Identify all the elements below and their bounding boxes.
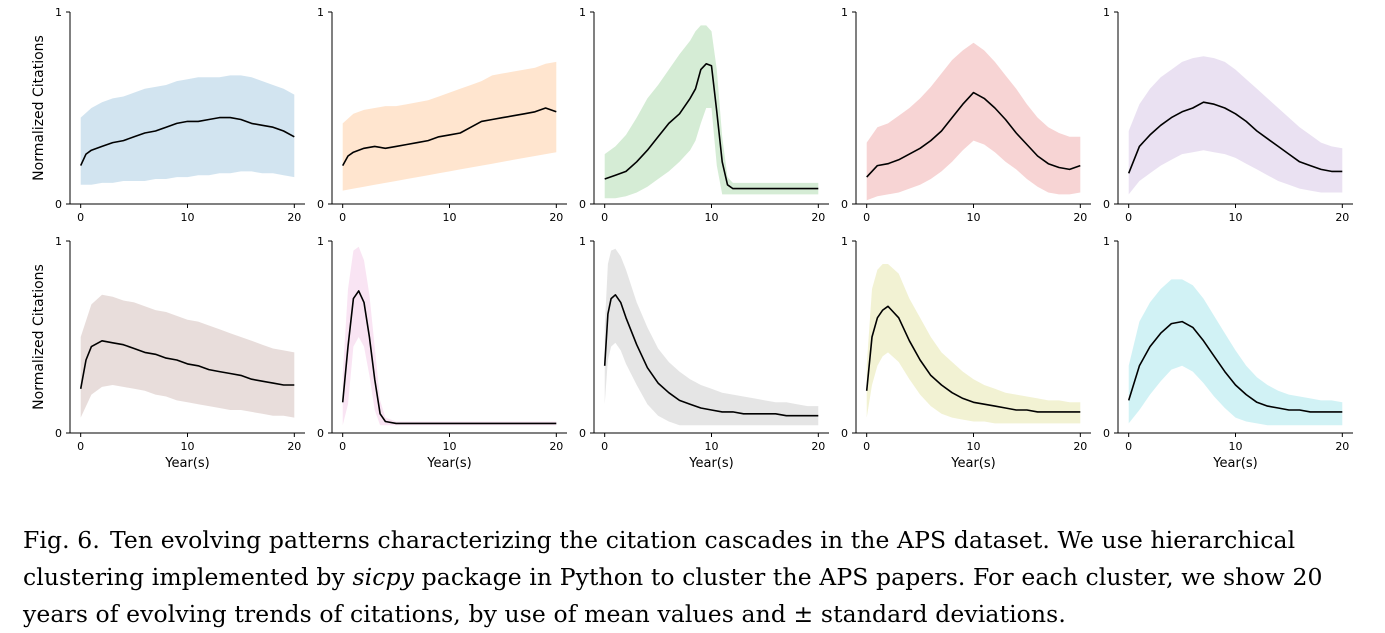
y-tick-label: 1 xyxy=(579,6,586,19)
figure-caption: Fig. 6. Ten evolving patterns characteriz… xyxy=(23,522,1368,633)
y-tick-label: 1 xyxy=(1103,6,1110,19)
x-axis-label: Year(s) xyxy=(1212,456,1257,471)
mean-line xyxy=(341,107,557,166)
y-tick-label: 0 xyxy=(55,427,62,440)
x-tick-label: 20 xyxy=(1073,211,1087,224)
chart-panel-10: 0 10 20 0 1 Year(s) xyxy=(1103,235,1353,471)
std-band xyxy=(866,264,1081,424)
figure-label: Fig. 6. xyxy=(23,526,100,554)
x-tick-label: 10 xyxy=(967,440,981,453)
y-tick-label: 1 xyxy=(579,235,586,248)
y-tick-label: 1 xyxy=(1103,235,1110,248)
x-tick-label: 20 xyxy=(811,211,825,224)
std-band xyxy=(604,248,819,426)
x-tick-label: 0 xyxy=(601,211,608,224)
mean-line xyxy=(866,91,1081,178)
std-band xyxy=(604,25,819,199)
chart-panel-4: 0 10 20 0 1 xyxy=(841,6,1091,224)
x-tick-label: 20 xyxy=(287,440,301,453)
y-tick-label: 1 xyxy=(55,235,62,248)
y-tick-label: 1 xyxy=(317,235,324,248)
std-band xyxy=(1128,56,1343,195)
chart-panel-2: 0 10 20 0 1 xyxy=(317,6,567,224)
y-tick-label: 1 xyxy=(317,6,324,19)
y-tick-label: 0 xyxy=(579,427,586,440)
x-tick-label: 0 xyxy=(77,440,84,453)
caption-text-2: package in Python to cluster the APS pap… xyxy=(23,563,1323,628)
mean-line xyxy=(341,290,557,425)
x-tick-label: 10 xyxy=(1229,440,1243,453)
x-tick-label: 0 xyxy=(1125,440,1132,453)
x-tick-label: 10 xyxy=(443,440,457,453)
x-axis-label: Year(s) xyxy=(164,456,209,471)
chart-panel-1: 0 10 20 0 1 Normalized Citations xyxy=(31,6,305,224)
y-tick-label: 0 xyxy=(317,427,324,440)
y-axis-label: Normalized Citations xyxy=(31,35,47,181)
std-band xyxy=(866,42,1081,201)
x-tick-label: 0 xyxy=(1125,211,1132,224)
std-band xyxy=(342,246,557,426)
std-band xyxy=(80,75,295,185)
mean-line xyxy=(79,116,295,166)
std-band xyxy=(342,61,557,191)
x-tick-label: 0 xyxy=(863,440,870,453)
x-tick-label: 0 xyxy=(339,440,346,453)
x-tick-label: 0 xyxy=(77,211,84,224)
chart-panel-3: 0 10 20 0 1 xyxy=(579,6,829,224)
y-tick-label: 0 xyxy=(841,198,848,211)
y-tick-label: 0 xyxy=(1103,198,1110,211)
std-band xyxy=(80,294,295,418)
chart-panel-9: 0 10 20 0 1 Year(s) xyxy=(841,235,1091,471)
x-tick-label: 20 xyxy=(549,211,563,224)
std-band xyxy=(1128,279,1343,426)
x-tick-label: 0 xyxy=(863,211,870,224)
mean-line xyxy=(1127,101,1343,174)
y-tick-label: 1 xyxy=(55,6,62,19)
y-tick-label: 0 xyxy=(841,427,848,440)
x-tick-label: 10 xyxy=(181,440,195,453)
x-tick-label: 20 xyxy=(1073,440,1087,453)
x-tick-label: 20 xyxy=(287,211,301,224)
chart-panel-6: 0 10 20 0 1 Normalized Citations Year(s) xyxy=(31,235,305,471)
chart-panel-8: 0 10 20 0 1 Year(s) xyxy=(579,235,829,471)
x-axis-label: Year(s) xyxy=(950,456,995,471)
y-tick-label: 1 xyxy=(841,235,848,248)
x-tick-label: 10 xyxy=(181,211,195,224)
chart-panel-5: 0 10 20 0 1 xyxy=(1103,6,1353,224)
x-tick-label: 0 xyxy=(339,211,346,224)
caption-emphasis: sicpy xyxy=(352,563,415,591)
x-tick-label: 20 xyxy=(811,440,825,453)
mean-line xyxy=(603,294,819,417)
y-axis-label: Normalized Citations xyxy=(31,264,47,410)
x-axis-label: Year(s) xyxy=(688,456,733,471)
x-tick-label: 10 xyxy=(1229,211,1243,224)
mean-line xyxy=(79,340,295,389)
x-tick-label: 10 xyxy=(443,211,457,224)
mean-line xyxy=(1127,320,1343,413)
x-tick-label: 10 xyxy=(705,211,719,224)
x-tick-label: 10 xyxy=(967,211,981,224)
mean-line xyxy=(604,63,819,190)
x-tick-label: 10 xyxy=(705,440,719,453)
y-tick-label: 1 xyxy=(841,6,848,19)
x-tick-label: 0 xyxy=(601,440,608,453)
x-tick-label: 20 xyxy=(1335,440,1349,453)
caption-text-1: Ten evolving patterns characterizing the… xyxy=(23,526,1296,591)
y-tick-label: 0 xyxy=(317,198,324,211)
x-tick-label: 20 xyxy=(1335,211,1349,224)
x-tick-label: 20 xyxy=(549,440,563,453)
y-tick-label: 0 xyxy=(55,198,62,211)
chart-panel-7: 0 10 20 0 1 Year(s) xyxy=(317,235,567,471)
mean-line xyxy=(865,305,1081,413)
x-axis-label: Year(s) xyxy=(426,456,471,471)
y-tick-label: 0 xyxy=(579,198,586,211)
y-tick-label: 0 xyxy=(1103,427,1110,440)
